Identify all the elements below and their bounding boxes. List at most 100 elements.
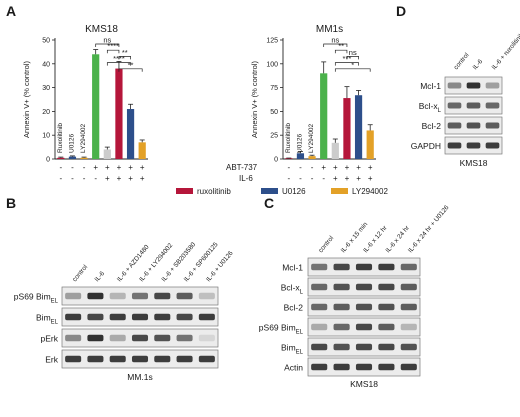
il6-sign: -	[311, 174, 314, 183]
legend-swatch	[176, 188, 193, 194]
bar	[308, 156, 316, 159]
blot-band	[355, 263, 373, 271]
il6-sign: -	[287, 174, 290, 183]
lane-label: IL-6	[94, 270, 107, 283]
blot-band	[355, 303, 373, 311]
blot-band	[466, 82, 481, 89]
il6-sign: +	[105, 174, 110, 183]
bar-inhibitor-label: U0126	[296, 133, 303, 153]
bar	[366, 130, 374, 159]
legend-label: ruxolitinib	[197, 187, 231, 196]
bar	[80, 157, 88, 159]
blot-band	[154, 292, 171, 300]
blot-band	[400, 323, 417, 331]
blot-band	[311, 323, 328, 331]
abt737-sign: +	[368, 163, 373, 172]
il6-sign: -	[94, 174, 97, 183]
blot-band	[378, 283, 395, 291]
significance-bracket	[334, 62, 359, 66]
blot-band	[485, 102, 500, 109]
blot-band	[109, 313, 126, 321]
y-tick-label: 20	[42, 109, 50, 116]
bar	[103, 149, 111, 159]
blot-band	[109, 292, 126, 300]
blot-row-label: Mcl-1	[282, 263, 303, 273]
il6-sign: +	[368, 174, 373, 183]
significance-label: ****	[113, 54, 125, 63]
abt737-sign: -	[83, 163, 86, 172]
blot-band	[311, 303, 328, 311]
bar	[68, 156, 77, 159]
bar	[343, 98, 351, 159]
blot-band	[333, 323, 350, 331]
significance-bracket	[346, 56, 359, 60]
y-tick-label: 25	[270, 133, 278, 140]
blot-band	[176, 313, 193, 321]
blot-row-label: pS69 BimEL	[259, 323, 304, 336]
panel-c-label: C	[264, 195, 274, 211]
panel-a-legend: ruxolitinib U0126 LY294002	[176, 187, 388, 196]
bar-inhibitor-label: LY294002	[308, 123, 315, 153]
blot-band	[355, 323, 373, 331]
blot-row-label: Bcl-2	[284, 303, 304, 313]
significance-label: *	[351, 60, 354, 69]
abt737-sign: +	[105, 163, 110, 172]
panel-d-western-blot: control IL-6 IL-6 + ruxolitinib Mcl-1 Bcl-xL…	[411, 31, 520, 168]
panel-d-label: D	[396, 3, 406, 19]
il6-sign: -	[322, 174, 325, 183]
blot-row-label: Bcl-xL	[419, 101, 442, 114]
blot-band	[87, 334, 104, 342]
panel-a-label: A	[6, 3, 16, 19]
blot-row-label: BimEL	[281, 343, 304, 356]
abt737-sign: +	[117, 163, 122, 172]
significance-label: ns	[103, 36, 111, 45]
blot-band	[65, 292, 82, 300]
blot-row-label: Actin	[284, 363, 303, 373]
blot-row-label: Mcl-1	[420, 81, 441, 91]
il6-sign: -	[71, 174, 74, 183]
blot-band	[65, 355, 82, 363]
blot-band	[447, 142, 462, 149]
abt737-sign: -	[59, 163, 62, 172]
blot-band	[154, 313, 171, 321]
panel-b-label: B	[6, 195, 16, 211]
bar	[331, 142, 339, 159]
blot-band	[131, 355, 149, 363]
bar	[115, 68, 123, 159]
significance-label: ns	[331, 36, 339, 45]
abt737-sign: +	[321, 163, 326, 172]
abt737-sign: -	[311, 163, 314, 172]
blot-band	[378, 363, 395, 371]
blot-band	[176, 334, 193, 342]
blot-row-label: Bcl-xL	[281, 283, 304, 296]
blot-band	[198, 292, 215, 300]
blot-row-label: Erk	[45, 355, 59, 365]
significance-bracket	[334, 68, 371, 72]
blot-band	[176, 355, 193, 363]
chart-title: MM1s	[316, 24, 343, 35]
il6-sign: +	[128, 174, 133, 183]
abt737-row-label: ABT-737	[226, 163, 258, 172]
blot-band	[131, 334, 149, 342]
il6-sign: -	[59, 174, 62, 183]
mm1s-annexin-chart: MM1s 0 25 50 75 100 125 Annexin V+ (% control) R…	[226, 24, 376, 183]
blot-row-label: GAPDH	[411, 141, 441, 151]
blot-band	[485, 142, 500, 149]
kms18-annexin-chart: KMS18 0 10 20 30 40 50 Annexin V+ (% control) Ru…	[22, 24, 148, 183]
il6-sign: -	[83, 174, 86, 183]
lane-label: control	[453, 51, 471, 71]
significance-bracket	[118, 68, 143, 72]
blot-band	[131, 292, 149, 300]
blot-cell-line-caption: KMS18	[460, 158, 488, 168]
blot-band	[176, 292, 193, 300]
blot-band	[378, 263, 395, 271]
significance-bracket	[323, 43, 348, 47]
blot-band	[131, 313, 149, 321]
blot-band	[109, 355, 126, 363]
abt737-sign: -	[71, 163, 74, 172]
significance-bracket	[334, 49, 348, 54]
bar	[320, 73, 328, 159]
significance-label: ****	[107, 42, 119, 51]
